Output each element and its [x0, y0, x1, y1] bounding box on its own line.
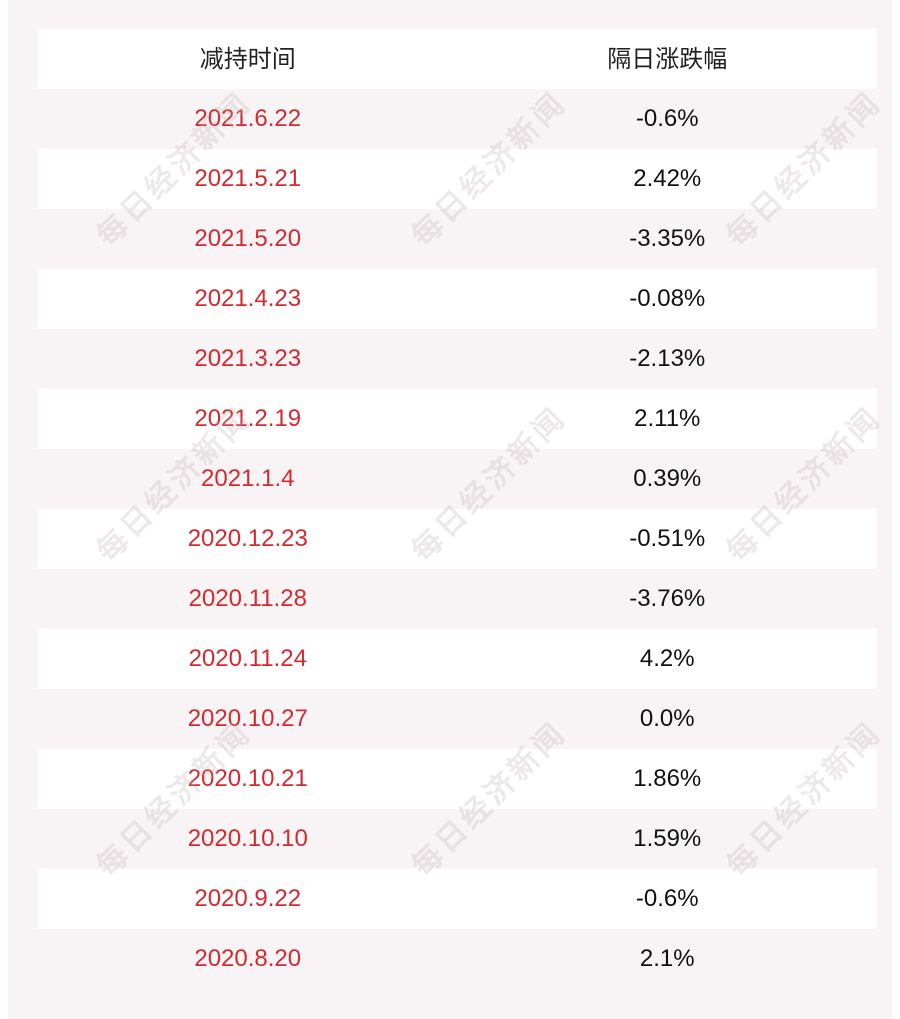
header-next-day-change: 隔日涨跌幅	[607, 45, 728, 73]
next-day-change-cell: -2.13%	[629, 345, 706, 372]
table-row: 2021.6.22 -0.6%	[38, 89, 877, 149]
table-row: 2021.5.21 2.42%	[38, 149, 877, 209]
table-row: 2021.3.23 -2.13%	[38, 329, 877, 389]
next-day-change-cell: 1.86%	[633, 765, 702, 792]
next-day-change-cell: -0.51%	[629, 525, 706, 552]
reduction-date-cell: 2020.11.28	[188, 585, 307, 612]
reduction-date-cell: 2021.3.23	[194, 345, 302, 372]
reduction-date-cell: 2020.11.24	[188, 645, 307, 672]
header-reduction-date: 减持时间	[199, 45, 296, 73]
table-row: 2020.10.21 1.86%	[38, 749, 877, 809]
reduction-date-cell: 2021.4.23	[194, 285, 302, 312]
next-day-change-cell: -3.35%	[629, 225, 706, 252]
next-day-change-cell: 2.11%	[634, 405, 701, 432]
next-day-change-cell: 0.39%	[633, 465, 702, 492]
reduction-date-cell: 2020.10.21	[187, 765, 308, 792]
table-row: 2020.10.10 1.59%	[38, 809, 877, 869]
next-day-change-cell: -3.76%	[629, 585, 706, 612]
table-row: 2021.4.23 -0.08%	[38, 269, 877, 329]
table-row: 2020.10.27 0.0%	[38, 689, 877, 749]
next-day-change-cell: -0.08%	[629, 285, 706, 312]
reduction-date-cell: 2020.10.10	[187, 825, 308, 852]
next-day-change-cell: 2.42%	[633, 165, 702, 192]
next-day-change-cell: 1.59%	[633, 825, 702, 852]
data-table: 减持时间 隔日涨跌幅 2021.6.22 -0.6% 2021.5.21 2.42% 2…	[38, 29, 877, 989]
table-row: 2021.5.20 -3.35%	[38, 209, 877, 269]
table-row: 2020.11.24 4.2%	[38, 629, 877, 689]
next-day-change-cell: -0.6%	[635, 885, 699, 912]
reduction-date-cell: 2020.8.20	[194, 945, 302, 972]
table-header-row: 减持时间 隔日涨跌幅	[38, 29, 877, 89]
next-day-change-cell: 4.2%	[639, 645, 695, 672]
next-day-change-cell: 0.0%	[639, 705, 695, 732]
next-day-change-cell: 2.1%	[639, 945, 695, 972]
table-row: 2020.12.23 -0.51%	[38, 509, 877, 569]
reduction-date-cell: 2021.2.19	[194, 405, 302, 432]
reduction-date-cell: 2021.5.21	[194, 165, 302, 192]
table-row: 2021.2.19 2.11%	[38, 389, 877, 449]
table-row: 2020.9.22 -0.6%	[38, 869, 877, 929]
reduction-date-cell: 2020.10.27	[187, 705, 308, 732]
reduction-date-cell: 2021.1.4	[201, 465, 295, 492]
reduction-date-cell: 2020.9.22	[194, 885, 302, 912]
table-row: 2020.11.28 -3.76%	[38, 569, 877, 629]
table-row: 2020.8.20 2.1%	[38, 929, 877, 989]
next-day-change-cell: -0.6%	[635, 105, 699, 132]
table-row: 2021.1.4 0.39%	[38, 449, 877, 509]
reduction-date-cell: 2020.12.23	[187, 525, 308, 552]
reduction-date-cell: 2021.6.22	[194, 105, 302, 132]
reduction-date-cell: 2021.5.20	[194, 225, 302, 252]
